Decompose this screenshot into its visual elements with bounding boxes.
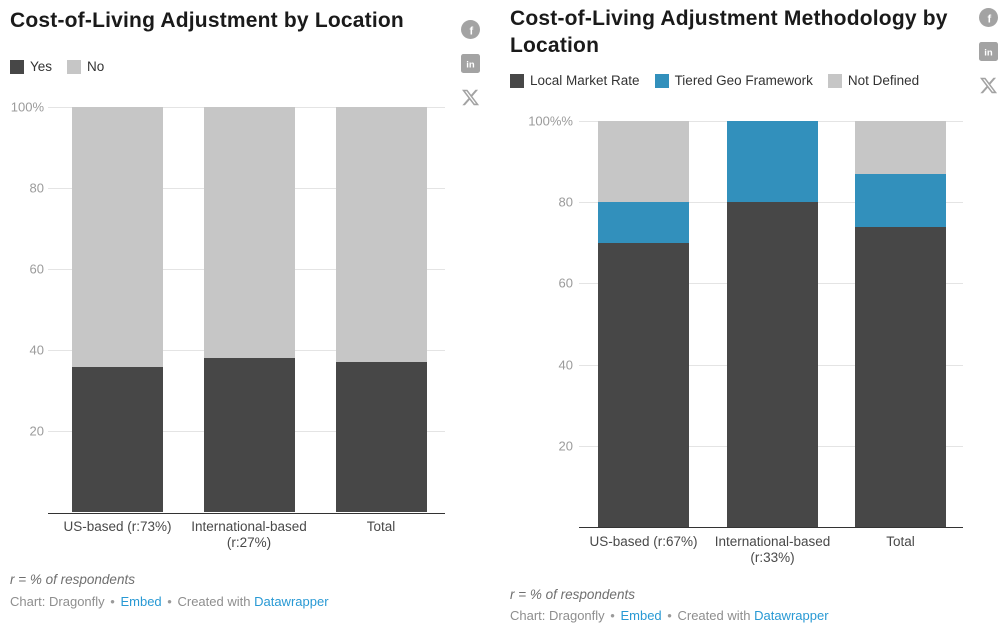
svg-text:f: f — [469, 25, 473, 37]
legend-item: No — [67, 59, 104, 74]
attribution-created: Created with — [677, 608, 751, 623]
x-icon[interactable] — [461, 88, 480, 107]
x-axis-baseline — [579, 527, 963, 528]
linkedin-icon[interactable]: in — [979, 42, 998, 61]
legend-swatch — [10, 59, 24, 74]
bar-segment[interactable] — [203, 358, 295, 513]
chart-note: r = % of respondents — [10, 572, 135, 587]
plot-area: 100%% 80 60 40 20 US-based (r:67%) Internation… — [500, 0, 1000, 627]
bar-segment[interactable] — [855, 173, 946, 227]
bar-segment[interactable] — [727, 121, 818, 203]
linkedin-icon[interactable]: in — [461, 54, 480, 73]
y-axis-tick-label: 20 — [558, 438, 573, 454]
attribution: Chart: Dragonfly • Embed • Created with … — [10, 594, 329, 609]
attribution-source: Chart: Dragonfly — [10, 594, 105, 609]
facebook-icon[interactable]: f — [979, 8, 998, 27]
legend: Yes No — [10, 59, 104, 74]
bar-segment[interactable] — [72, 366, 163, 513]
x-axis-category-label: US-based (r:67%) — [589, 534, 698, 549]
chart-title: Cost-of-Living Adjustment Methodology by… — [510, 7, 948, 57]
legend-label: Tiered Geo Framework — [674, 73, 813, 88]
separator: • — [667, 608, 672, 623]
y-axis-tick-label: 100% — [10, 99, 44, 115]
legend-swatch — [510, 73, 524, 88]
bar-segment[interactable] — [727, 202, 818, 527]
y-axis-tick-label: 60 — [29, 261, 44, 277]
share-buttons: f in — [461, 20, 480, 107]
bar-segment[interactable] — [855, 226, 946, 527]
legend-label: Not Defined — [847, 73, 920, 88]
legend-item: Local Market Rate — [510, 73, 640, 88]
bar-segment[interactable] — [598, 242, 689, 527]
bar-segment[interactable] — [855, 121, 946, 174]
attribution-source: Chart: Dragonfly — [510, 608, 605, 623]
legend-item: Not Defined — [827, 73, 920, 88]
svg-text:in: in — [466, 59, 475, 70]
x-axis-baseline — [48, 512, 445, 514]
legend-label: Yes — [30, 59, 53, 74]
bar-segment[interactable] — [203, 107, 295, 359]
embed-link[interactable]: Embed — [620, 608, 662, 623]
legend-swatch — [827, 73, 842, 88]
legend-label: No — [87, 59, 105, 74]
embed-link[interactable]: Embed — [120, 594, 162, 609]
y-axis-tick-label: 40 — [558, 357, 573, 373]
svg-text:in: in — [984, 47, 993, 58]
chart-note: r = % of respondents — [510, 587, 635, 602]
separator: • — [610, 608, 615, 623]
bar-segment[interactable] — [72, 107, 163, 367]
y-axis-tick-label: 100%% — [528, 113, 573, 129]
svg-text:f: f — [987, 13, 991, 25]
datawrapper-link[interactable]: Datawrapper — [254, 594, 329, 609]
datawrapper-link[interactable]: Datawrapper — [754, 608, 829, 623]
y-axis-tick-label: 80 — [558, 194, 573, 210]
share-buttons: f in — [979, 8, 998, 95]
x-axis-category-label: International-based (r:33%) — [714, 534, 831, 565]
y-axis-tick-label: 20 — [29, 423, 44, 439]
attribution-created: Created with — [177, 594, 251, 609]
x-axis-category-label: Total — [886, 534, 915, 549]
bar-segment[interactable] — [335, 362, 427, 513]
legend-swatch — [67, 59, 82, 74]
bar-segment[interactable] — [598, 202, 689, 243]
attribution: Chart: Dragonfly • Embed • Created with … — [510, 608, 829, 623]
facebook-icon[interactable]: f — [461, 20, 480, 39]
y-axis-tick-label: 60 — [558, 275, 573, 291]
bar-segment[interactable] — [335, 107, 427, 363]
legend-item: Yes — [10, 59, 52, 74]
plot-area: 100% 80 60 40 20 US-based (r:73%) Internationa… — [10, 99, 445, 550]
bar-segment[interactable] — [598, 121, 689, 203]
separator: • — [167, 594, 172, 609]
legend-swatch — [654, 73, 669, 88]
x-axis-category-label: International-based (r:27%) — [191, 519, 307, 550]
legend: Local Market Rate Tiered Geo Framework Not… — [510, 73, 919, 88]
y-axis-tick-label: 80 — [29, 180, 44, 196]
legend-item: Tiered Geo Framework — [654, 73, 813, 88]
y-axis-tick-label: 40 — [29, 342, 44, 358]
chart-cost-of-living-methodology: Cost-of-Living Adjustment Methodology by… — [500, 0, 1000, 627]
chart-cost-of-living-adjustment: Cost-of-Living Adjustment by Location Ye… — [10, 9, 480, 609]
x-icon[interactable] — [979, 76, 998, 95]
chart-title: Cost-of-Living Adjustment by Location — [10, 9, 404, 32]
legend-label: Local Market Rate — [530, 73, 640, 88]
x-axis-category-label: US-based (r:73%) — [63, 519, 172, 534]
x-axis-category-label: Total — [366, 519, 396, 534]
separator: • — [110, 594, 115, 609]
